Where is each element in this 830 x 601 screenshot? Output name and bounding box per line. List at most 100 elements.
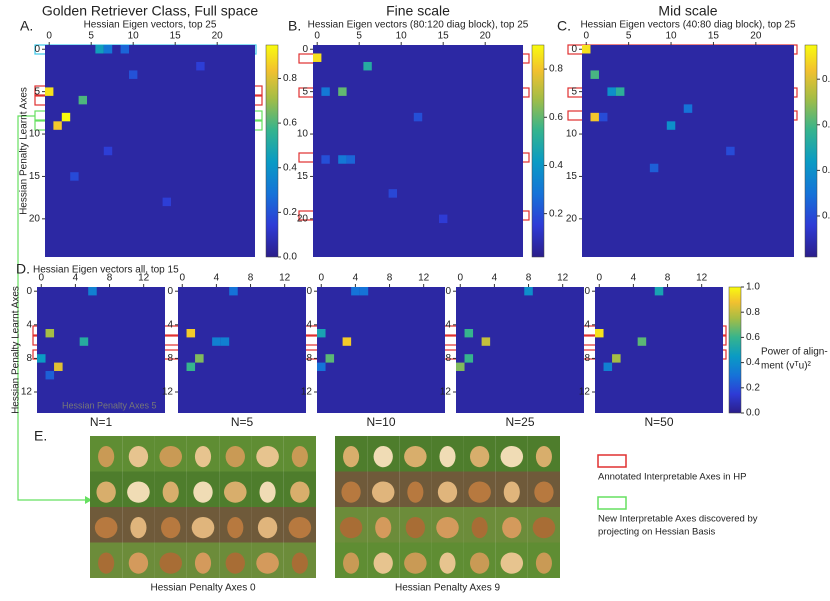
y-tick-label: 8 <box>306 353 312 364</box>
photo-dog <box>259 481 276 503</box>
photo-dog <box>500 445 524 468</box>
heatmap-cell <box>95 45 104 54</box>
heatmap-cell <box>615 87 625 96</box>
y-tick-label: 12 <box>579 387 591 398</box>
y-tick-label: 4 <box>306 319 312 330</box>
photo-dog <box>159 445 183 468</box>
photo-dog <box>256 552 279 574</box>
heatmap-cell <box>79 337 89 346</box>
y-tick-label: 0 <box>302 44 308 55</box>
heatmap-cell <box>325 354 335 363</box>
photo-dog <box>128 552 149 574</box>
colorbar-tick-label: 0.4 <box>822 165 830 176</box>
heatmap-cell <box>338 87 347 96</box>
photo-dog <box>94 516 118 539</box>
heatmap-cell <box>524 287 533 296</box>
y-tick-label: 8 <box>584 353 590 364</box>
photo-dog <box>535 445 552 468</box>
y-tick-label: 5 <box>34 86 40 97</box>
x-tick-label: 0 <box>179 273 185 284</box>
panel-label: C. <box>557 18 571 34</box>
photo-dog <box>375 516 392 539</box>
photo-dog <box>470 445 490 468</box>
heatmap-cell <box>607 87 616 96</box>
x-tick-label: 5 <box>88 31 94 42</box>
heatmap-cell <box>654 287 664 296</box>
x-tick-label: 10 <box>396 31 408 42</box>
y-tick-label: 5 <box>302 86 308 97</box>
x-tick-label: 4 <box>353 273 359 284</box>
photo-dog <box>439 445 456 468</box>
heatmap-cell <box>196 61 205 71</box>
image-caption: Hessian Penalty Axes 9 <box>395 583 500 594</box>
heatmap-cell <box>456 362 465 371</box>
x-tick-label: 12 <box>696 273 708 284</box>
colorbar <box>728 286 742 414</box>
heatmap-background <box>313 45 523 257</box>
heatmap-cell <box>481 337 491 346</box>
heatmap-cell <box>186 329 196 338</box>
y-tick-label: 0 <box>571 44 577 55</box>
heatmap-cell <box>53 121 62 130</box>
photo-dog <box>288 516 312 539</box>
heatmap-background <box>45 45 255 257</box>
photo-dog <box>225 445 245 468</box>
heatmap-cell <box>162 197 171 207</box>
legend-label: New Interpretable Axes discovered by <box>598 514 758 525</box>
colorbar-tick-label: 0.6 <box>746 332 760 343</box>
heatmap-background <box>178 287 306 413</box>
x-tick-label: 5 <box>356 31 362 42</box>
heatmap-cell <box>45 329 55 338</box>
x-tick-label: 5 <box>626 31 632 42</box>
colorbar-tick-label: 0.6 <box>283 118 297 129</box>
photo-dog <box>373 552 393 574</box>
heatmap-cell <box>212 337 221 346</box>
image-caption: Hessian Penalty Axes 0 <box>150 583 255 594</box>
heatmap-cell <box>359 287 369 296</box>
heatmap-cell <box>45 371 55 380</box>
caption: N=10 <box>366 415 395 429</box>
chart-title: Fine scale <box>386 3 450 19</box>
caption: N=50 <box>644 415 673 429</box>
photo-dog <box>127 481 150 503</box>
photo-dog <box>98 445 115 468</box>
heatmap-cell <box>598 112 608 122</box>
x-tick-label: 0 <box>457 273 463 284</box>
x-tick-label: 12 <box>279 273 291 284</box>
heatmap-cell <box>413 112 423 122</box>
photo-dog <box>371 481 395 503</box>
heatmap-cell <box>464 354 474 363</box>
colorbar-label: ment (vᵀu)² <box>761 361 812 372</box>
colorbar-tick-label: 0.2 <box>746 382 760 393</box>
panel-label: B. <box>288 18 301 34</box>
y-tick-label: 15 <box>566 171 578 182</box>
heatmap-cell <box>590 70 599 79</box>
heatmap-cell <box>342 337 352 346</box>
photo-dog <box>502 516 522 539</box>
colorbar-label: Power of align- <box>761 347 828 358</box>
colorbar-tick-label: 0.2 <box>822 211 830 222</box>
photo-dog <box>225 552 245 574</box>
x-tick-label: 8 <box>526 273 532 284</box>
heatmap-cell <box>346 155 355 164</box>
panel-label: D. <box>16 261 30 277</box>
photo-dog <box>291 445 308 468</box>
x-tick-label: 0 <box>583 31 589 42</box>
photo-dog <box>161 516 181 539</box>
photo-dog <box>159 552 183 574</box>
photo-dog <box>532 516 556 539</box>
heatmap-cell <box>595 329 604 338</box>
x-tick-label: 20 <box>750 31 762 42</box>
photo-dog <box>227 516 244 539</box>
chart-subtitle: Hessian Eigen vectors (40:80 diag block)… <box>580 20 796 31</box>
y-tick-label: 0 <box>445 286 451 297</box>
x-tick-label: 0 <box>314 31 320 42</box>
x-tick-label: 4 <box>214 273 220 284</box>
colorbar-tick-label: 0.4 <box>746 357 760 368</box>
x-tick-label: 4 <box>631 273 637 284</box>
heatmap-background <box>317 287 445 413</box>
x-tick-label: 8 <box>665 273 671 284</box>
x-tick-label: 8 <box>107 273 113 284</box>
x-tick-label: 0 <box>596 273 602 284</box>
chart-subtitle: Hessian Eigen vectors all, top 15 <box>33 265 179 276</box>
